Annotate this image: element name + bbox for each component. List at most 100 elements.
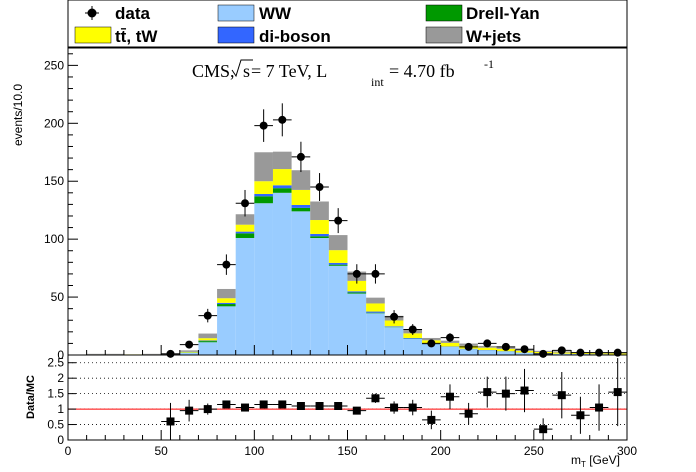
bar-2-6 <box>198 340 218 342</box>
data-point-8 <box>241 199 250 208</box>
bar-0-16 <box>384 327 404 355</box>
ratio-ytick-label-5: 2.5 <box>47 356 64 370</box>
legend-diboson-label: di-boson <box>259 27 331 46</box>
ratio-point-7 <box>296 402 305 410</box>
bar-3-7 <box>217 298 236 303</box>
bar-0-21 <box>477 350 497 355</box>
ratio-point-21 <box>557 391 566 400</box>
bar-2-10 <box>272 185 292 189</box>
bar-0-20 <box>459 349 478 355</box>
data-point-12 <box>315 183 324 192</box>
bar-1-11 <box>291 207 311 212</box>
bar-4-6 <box>198 333 218 339</box>
legend-ttbar-swatch <box>74 26 112 44</box>
data-point-18 <box>427 339 436 348</box>
xtick-label-0: 0 <box>65 444 72 458</box>
ratio-point-23 <box>595 403 604 412</box>
bar-0-9 <box>254 203 273 355</box>
bar-0-19 <box>440 346 460 355</box>
ratio-ticks-group: 00.5 11.5 22.5 0 50 100 150 200 250 300 <box>47 356 637 458</box>
cms-annotation: CMS, <box>192 61 235 81</box>
bar-4-8 <box>235 214 255 225</box>
bar-3-5 <box>179 351 199 353</box>
main-ytick-label-5: 250 <box>44 58 64 72</box>
lumi-superscript: -1 <box>484 57 494 71</box>
ratio-point-24 <box>613 388 622 397</box>
xtick-label-1: 50 <box>154 444 168 458</box>
legend-data-label: data <box>115 4 151 23</box>
bar-4-11 <box>291 170 311 190</box>
bar-0-10 <box>272 192 292 355</box>
ratio-point-2 <box>203 405 212 414</box>
data-point-9 <box>259 121 268 130</box>
bar-0-14 <box>347 293 367 355</box>
ratio-plot-frame <box>67 354 628 441</box>
ratio-point-20 <box>539 425 548 434</box>
bar-1-7 <box>217 304 236 307</box>
main-ytick-label-2: 100 <box>44 232 64 246</box>
legend-ww-label: WW <box>259 4 292 23</box>
xtick-label-3: 150 <box>337 444 357 458</box>
bar-1-15 <box>366 312 385 314</box>
bar-0-25 <box>552 353 572 355</box>
bar-4-0 <box>86 353 106 355</box>
bar-3-13 <box>328 250 348 263</box>
bar-1-6 <box>198 341 218 343</box>
bar-1-10 <box>272 188 292 193</box>
ratio-point-0 <box>166 417 175 426</box>
ratio-point-6 <box>278 400 287 409</box>
main-points-group <box>161 103 627 358</box>
bar-4-18 <box>422 337 441 341</box>
bar-2-8 <box>235 231 255 234</box>
ratio-point-9 <box>334 402 343 410</box>
bar-0-15 <box>366 313 385 355</box>
bar-4-7 <box>217 288 236 299</box>
ratio-ytick-label-2: 1 <box>57 402 64 416</box>
data-point-7 <box>222 260 231 269</box>
bar-4-9 <box>254 152 273 182</box>
bar-0-6 <box>198 342 218 355</box>
ratio-ytick-label-4: 2 <box>57 371 64 385</box>
legend-drellyan-swatch <box>425 4 463 22</box>
data-point-4 <box>166 349 175 358</box>
ratio-point-18 <box>501 389 510 398</box>
bar-1-8 <box>235 233 255 238</box>
bar-2-7 <box>217 302 236 305</box>
bar-4-1 <box>105 353 124 355</box>
data-point-14 <box>352 269 361 278</box>
main-ytick-label-0: 0 <box>57 348 64 362</box>
bar-3-14 <box>347 280 367 292</box>
bar-3-21 <box>477 347 497 351</box>
bar-4-12 <box>310 201 329 221</box>
bar-3-15 <box>366 303 385 312</box>
bar-0-17 <box>403 338 423 355</box>
ratio-point-22 <box>576 411 585 420</box>
bar-1-14 <box>347 292 367 294</box>
xtick-label-5: 250 <box>524 444 544 458</box>
bar-0-23 <box>515 352 534 355</box>
data-point-25 <box>557 346 566 355</box>
main-ylabel: events/10.0 <box>11 84 25 146</box>
bar-3-6 <box>198 338 218 341</box>
ratio-point-3 <box>222 400 231 409</box>
bar-4-15 <box>366 297 385 304</box>
bar-0-18 <box>422 344 441 355</box>
bar-0-8 <box>235 237 255 355</box>
sqrt-s-text: s <box>243 61 250 81</box>
bar-0-11 <box>291 211 311 355</box>
legend-wjets-swatch <box>425 26 463 44</box>
ratio-point-13 <box>408 403 417 412</box>
legend-wjets-label: W+jets <box>466 27 521 46</box>
main-ytick-label-3: 150 <box>44 174 64 188</box>
xlabel: mT [GeV] <box>571 453 620 469</box>
bar-2-13 <box>328 262 348 265</box>
bar-0-12 <box>310 237 329 355</box>
bar-0-13 <box>328 265 348 355</box>
legend-ww-swatch <box>217 4 255 22</box>
main-ticks-group: 0 50 100 150 200 250 <box>44 53 628 362</box>
ratio-point-1 <box>185 406 194 415</box>
ratio-point-19 <box>520 386 529 395</box>
bar-3-12 <box>310 220 329 234</box>
bar-2-12 <box>310 233 329 237</box>
